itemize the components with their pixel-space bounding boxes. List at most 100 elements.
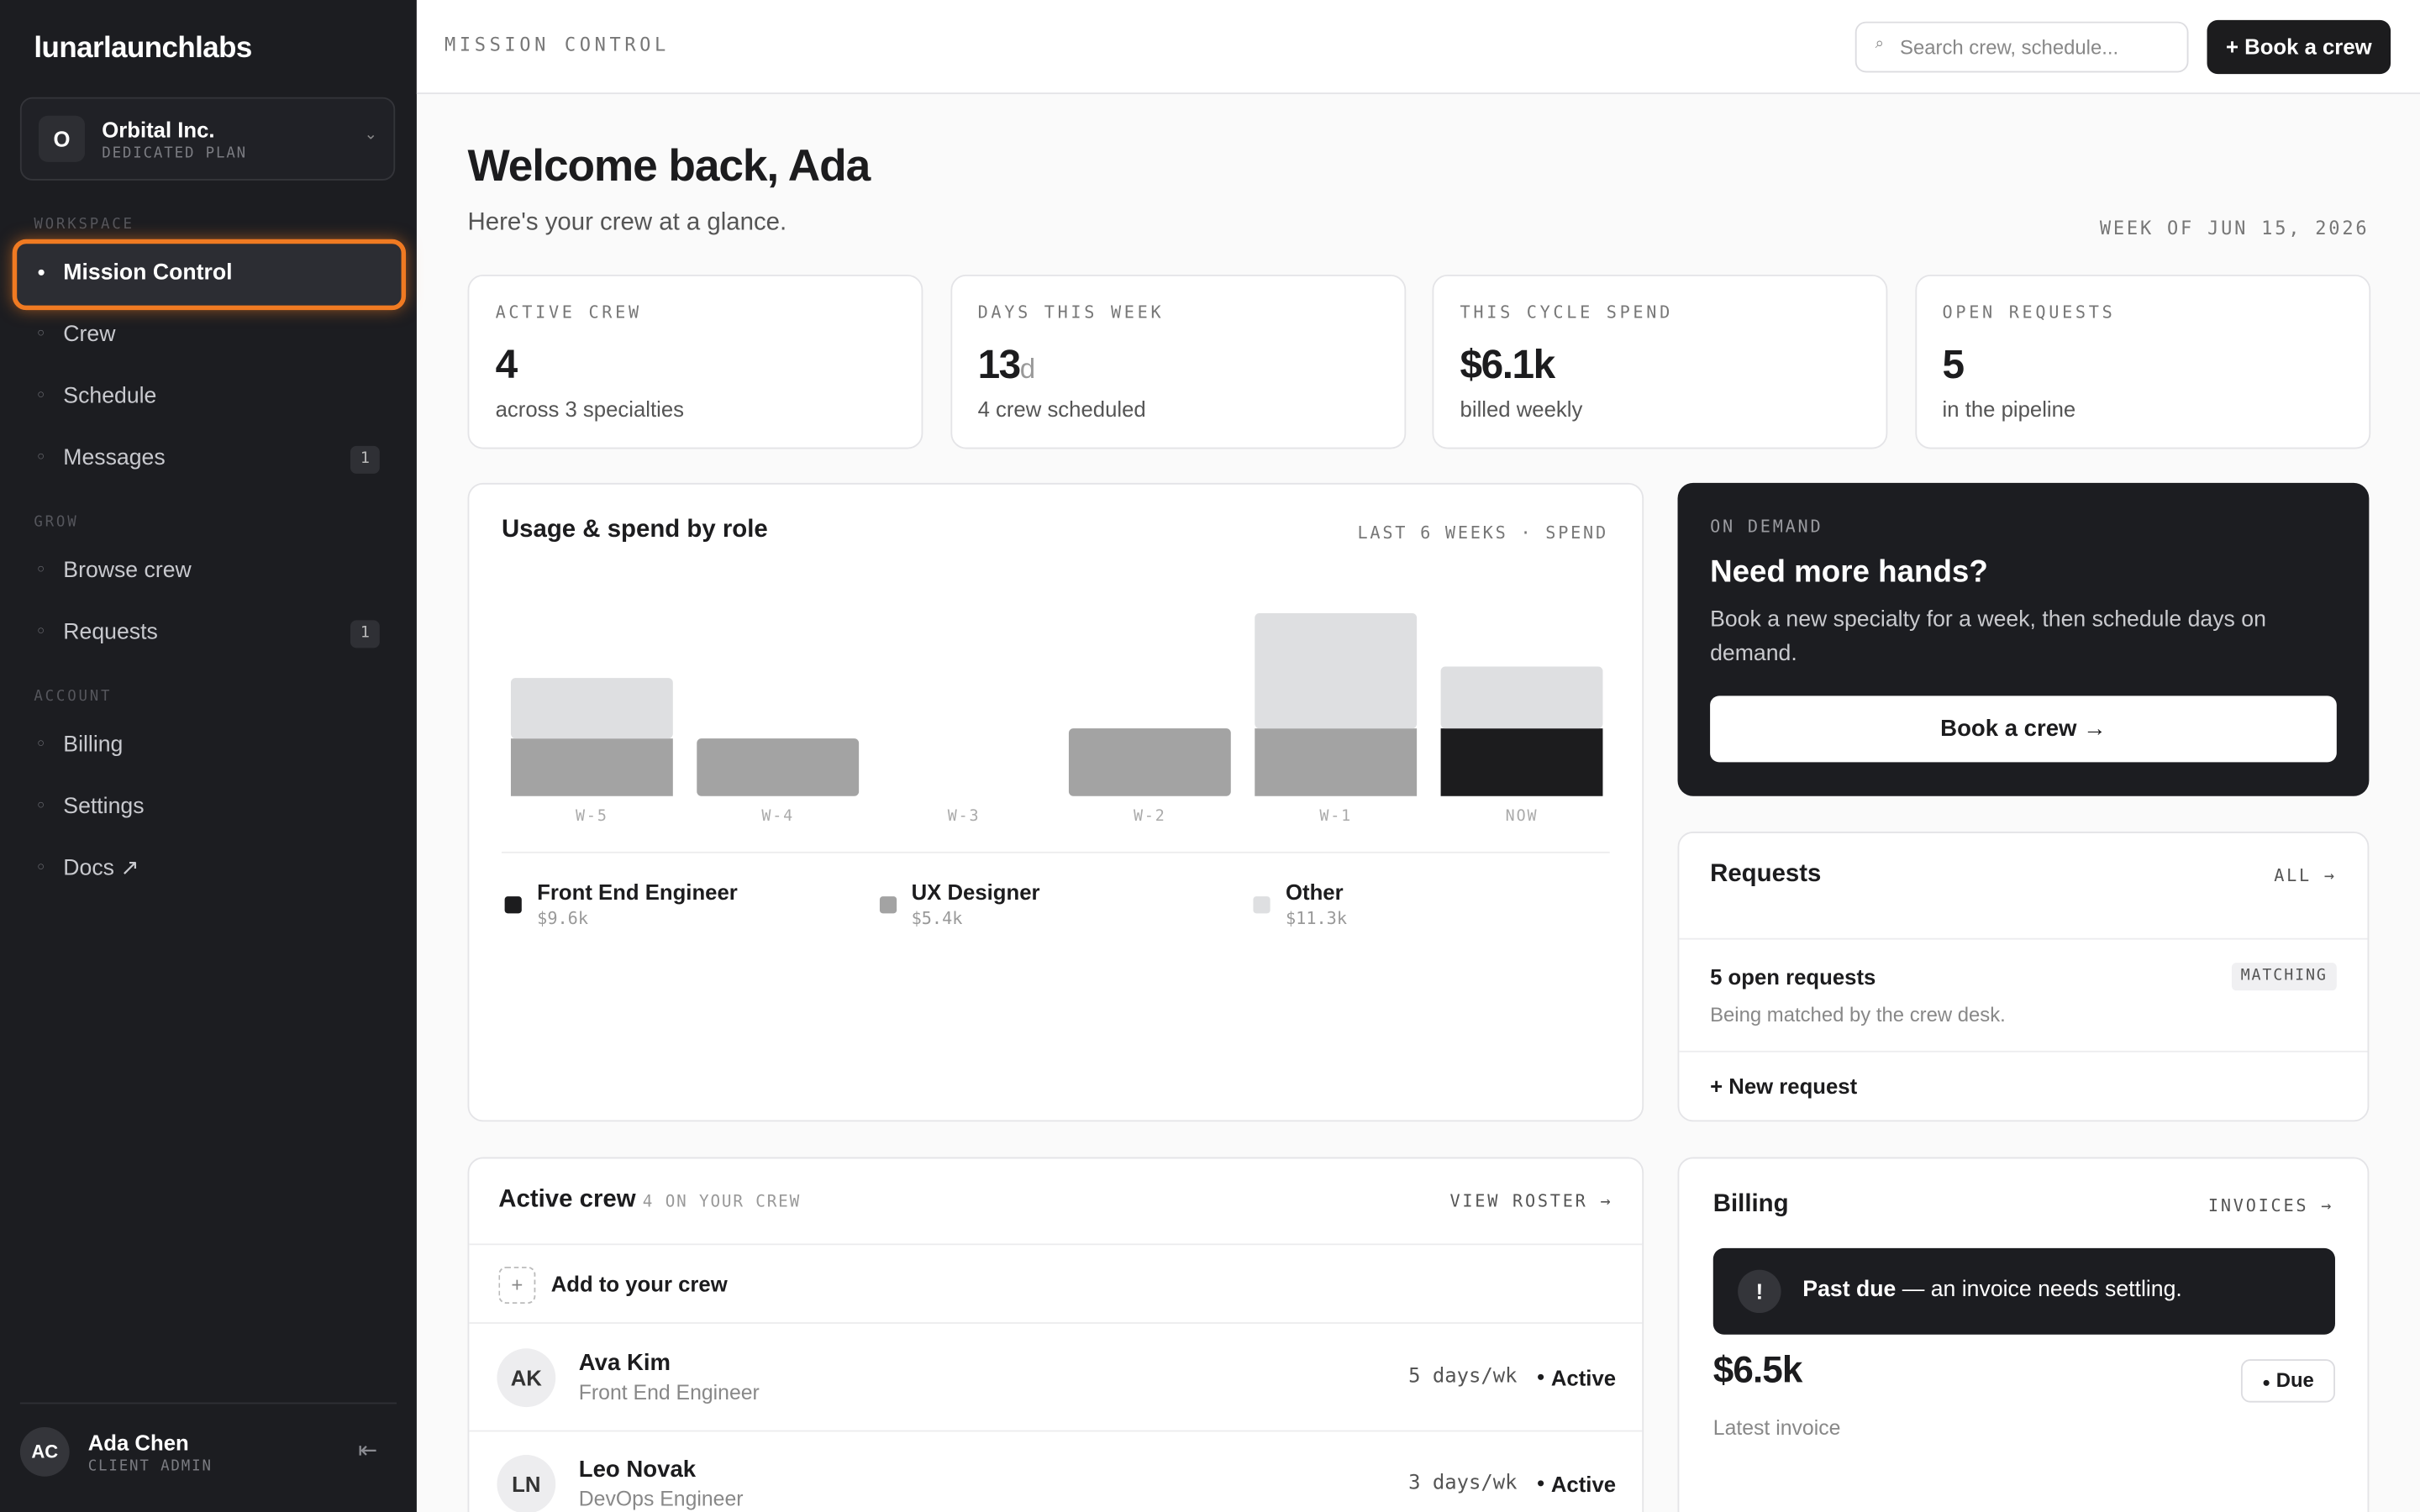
billing-card: Billing INVOICES → ! Past due — an invoi… xyxy=(1677,1157,2370,1512)
welcome-subtitle: Here's your crew at a glance. xyxy=(467,209,787,237)
bar-segment xyxy=(1068,728,1231,796)
user-name: Ada Chen xyxy=(87,1430,189,1456)
divider xyxy=(469,1243,1643,1246)
stat-label: DAYS THIS WEEK xyxy=(977,302,1165,323)
divider xyxy=(469,1430,1643,1432)
book-button[interactable]: + Book a crew xyxy=(2207,19,2391,75)
x-tick-label: W-3 xyxy=(948,807,981,825)
legend-name: Other xyxy=(1286,879,1344,905)
legend-name: Front End Engineer xyxy=(537,879,738,905)
status-dot: ● xyxy=(1536,1368,1545,1384)
nav-dot: ○ xyxy=(37,623,45,638)
legend-swatch xyxy=(504,896,522,914)
crew-card: Active crew 4 ON YOUR CREW VIEW ROSTER →… xyxy=(467,1157,1644,1512)
stat-unit: d xyxy=(1019,353,1035,385)
week-label: WEEK OF JUN 15, 2026 xyxy=(2099,217,2370,239)
brand: lunarlaunchlabs xyxy=(34,32,252,66)
stat-number: $6.1k xyxy=(1460,340,1556,388)
page-title: MISSION CONTROL xyxy=(444,34,670,56)
stat-card: OPEN REQUESTS 5 in the pipeline xyxy=(1914,274,2370,449)
search-box[interactable]: ⌕ Search crew, schedule... xyxy=(1854,21,2189,73)
divider xyxy=(1679,937,2368,940)
bar-segment xyxy=(1440,666,1603,729)
stat-value: $6.1k xyxy=(1460,340,1556,389)
section-label: GROW xyxy=(34,513,79,531)
nav-item[interactable]: Settings xyxy=(63,794,145,820)
legend-total: $5.4k xyxy=(911,908,963,929)
stat-number: 13 xyxy=(977,340,1022,388)
org-switcher[interactable]: O Orbital Inc. DEDICATED PLAN ⌄ xyxy=(19,97,396,181)
stat-card: DAYS THIS WEEK 13d 4 crew scheduled xyxy=(950,274,1406,449)
x-tick-label: W-4 xyxy=(761,807,794,825)
logout-icon[interactable]: ⇤ xyxy=(358,1437,378,1465)
org-name: Orbital Inc. xyxy=(102,117,215,142)
stat-value: 5 xyxy=(1942,340,1965,389)
billing-amount: $6.5k xyxy=(1712,1350,1803,1392)
status-badge: MATCHING xyxy=(2231,963,2337,991)
org-plan: DEDICATED PLAN xyxy=(102,144,248,162)
alert-rest: — an invoice needs settling. xyxy=(1896,1277,2182,1303)
stat-number: 4 xyxy=(495,340,518,388)
nav-item[interactable]: Requests xyxy=(63,620,158,645)
nav-item[interactable]: Browse crew xyxy=(63,558,192,584)
x-tick-label: NOW xyxy=(1506,807,1539,825)
nav-badge: 1 xyxy=(350,445,380,474)
stat-label: ACTIVE CREW xyxy=(495,302,642,323)
search-icon: ⌕ xyxy=(1875,35,1884,53)
invoices-link[interactable]: INVOICES → xyxy=(2207,1195,2334,1216)
crew-count: 4 ON YOUR CREW xyxy=(642,1192,802,1211)
member-name: Leo Novak xyxy=(578,1456,697,1483)
billing-title: Billing xyxy=(1712,1190,1789,1218)
org-avatar: O xyxy=(38,115,86,162)
nav-item[interactable]: Schedule xyxy=(63,384,157,409)
legend-total: $9.6k xyxy=(537,908,589,929)
nav-item[interactable]: Docs ↗ xyxy=(63,856,139,881)
member-role: Front End Engineer xyxy=(578,1380,760,1404)
due-badge: ● Due xyxy=(2240,1359,2335,1403)
status-dot: ● xyxy=(1536,1474,1545,1491)
nav-item[interactable]: Messages xyxy=(63,445,166,471)
member-status: Active xyxy=(1550,1472,1617,1497)
legend-total: $11.3k xyxy=(1286,908,1348,929)
chart: W-5 W-4 W-3 W-2 W-1 NOW xyxy=(510,613,1603,825)
nav-item[interactable]: Mission Control xyxy=(63,260,233,286)
nav-dot: ○ xyxy=(37,561,45,576)
nav-item[interactable]: Crew xyxy=(63,322,116,348)
divider xyxy=(501,851,1610,853)
stat-value: 13d xyxy=(977,340,1036,389)
chart-subtitle: LAST 6 WEEKS · SPEND xyxy=(1357,522,1608,543)
eyebrow: ON DEMAND xyxy=(1710,517,1823,538)
bar-segment xyxy=(1255,613,1418,729)
nav-dot: ○ xyxy=(37,797,45,812)
on-demand-text: Book a new specialty for a week, then sc… xyxy=(1710,607,2266,667)
nav-badge: 1 xyxy=(350,620,380,648)
stat-value: 4 xyxy=(495,340,518,389)
add-icon: + xyxy=(498,1266,536,1305)
stat-label: THIS CYCLE SPEND xyxy=(1460,302,1673,323)
active-highlight[interactable] xyxy=(12,239,407,311)
requests-link[interactable]: ALL → xyxy=(2274,865,2337,886)
add-crew[interactable]: Add to your crew xyxy=(550,1271,728,1296)
due-dot: ● xyxy=(2262,1374,2271,1390)
due-text: Due xyxy=(2275,1368,2314,1392)
x-tick-label: W-5 xyxy=(576,807,608,825)
requests-title: Requests xyxy=(1710,860,1822,888)
member-status: Active xyxy=(1550,1365,1617,1390)
stat-sub: 4 crew scheduled xyxy=(977,396,1146,422)
new-request[interactable]: + New request xyxy=(1710,1074,1858,1099)
bar-segment xyxy=(697,738,860,796)
x-tick-label: W-1 xyxy=(1319,807,1352,825)
stat-sub: billed weekly xyxy=(1460,396,1583,422)
stat-number: 5 xyxy=(1942,340,1965,388)
sidebar: lunarlaunchlabs O Orbital Inc. DEDICATED… xyxy=(0,0,417,1512)
book-crew-button[interactable]: Book a crew → xyxy=(1710,696,2337,763)
roster-link[interactable]: VIEW ROSTER → xyxy=(1449,1190,1613,1211)
legend-swatch xyxy=(879,896,897,914)
nav-item[interactable]: Billing xyxy=(63,732,124,758)
stat-card: THIS CYCLE SPEND $6.1k billed weekly xyxy=(1432,274,1888,449)
bar-segment xyxy=(510,678,673,739)
chevron: ⌄ xyxy=(364,126,377,144)
past-due-alert: ! Past due — an invoice needs settling. xyxy=(1712,1247,2335,1335)
requests-summary: 5 open requests xyxy=(1710,963,1876,990)
